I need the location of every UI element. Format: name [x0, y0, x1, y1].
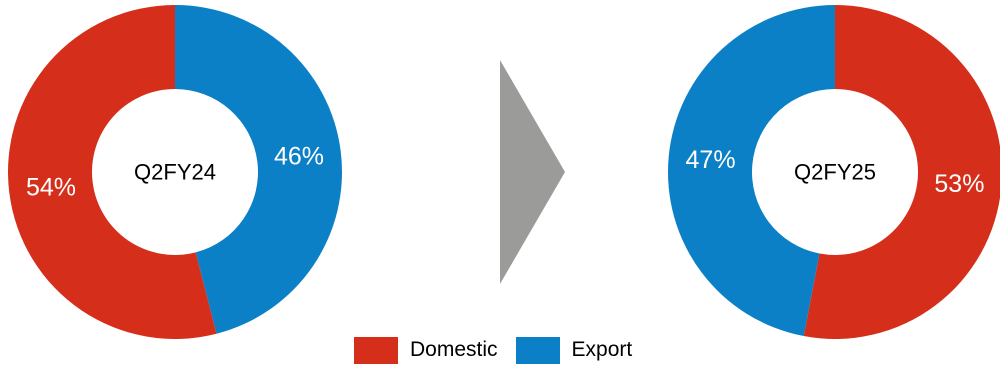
- slice-export: [668, 5, 835, 337]
- slice-domestic: [8, 5, 217, 339]
- data-label-domestic: 53%: [934, 170, 984, 198]
- donut-chart-q2fy25: 53% 47% Q2FY25: [668, 5, 1000, 339]
- data-label-export: 46%: [274, 142, 324, 170]
- slice-export: [175, 5, 343, 334]
- data-label-domestic: 54%: [26, 174, 76, 202]
- legend-swatch-domestic: [354, 336, 398, 364]
- right-triangle-arrow-icon: [500, 60, 565, 284]
- data-label-export: 47%: [686, 146, 736, 174]
- legend-label-export: Export: [571, 338, 633, 361]
- donut-chart-q2fy24: 46% 54% Q2FY24: [8, 5, 343, 339]
- legend-swatch-export: [515, 336, 560, 364]
- donut-center-title: Q2FY24: [134, 160, 216, 185]
- legend: Domestic Export: [354, 336, 650, 364]
- legend-item-domestic: Domestic: [354, 336, 498, 364]
- legend-label-domestic: Domestic: [410, 338, 498, 361]
- donut-center-title: Q2FY25: [794, 160, 876, 185]
- legend-item-export: Export: [515, 336, 633, 364]
- slice-domestic: [803, 5, 1000, 339]
